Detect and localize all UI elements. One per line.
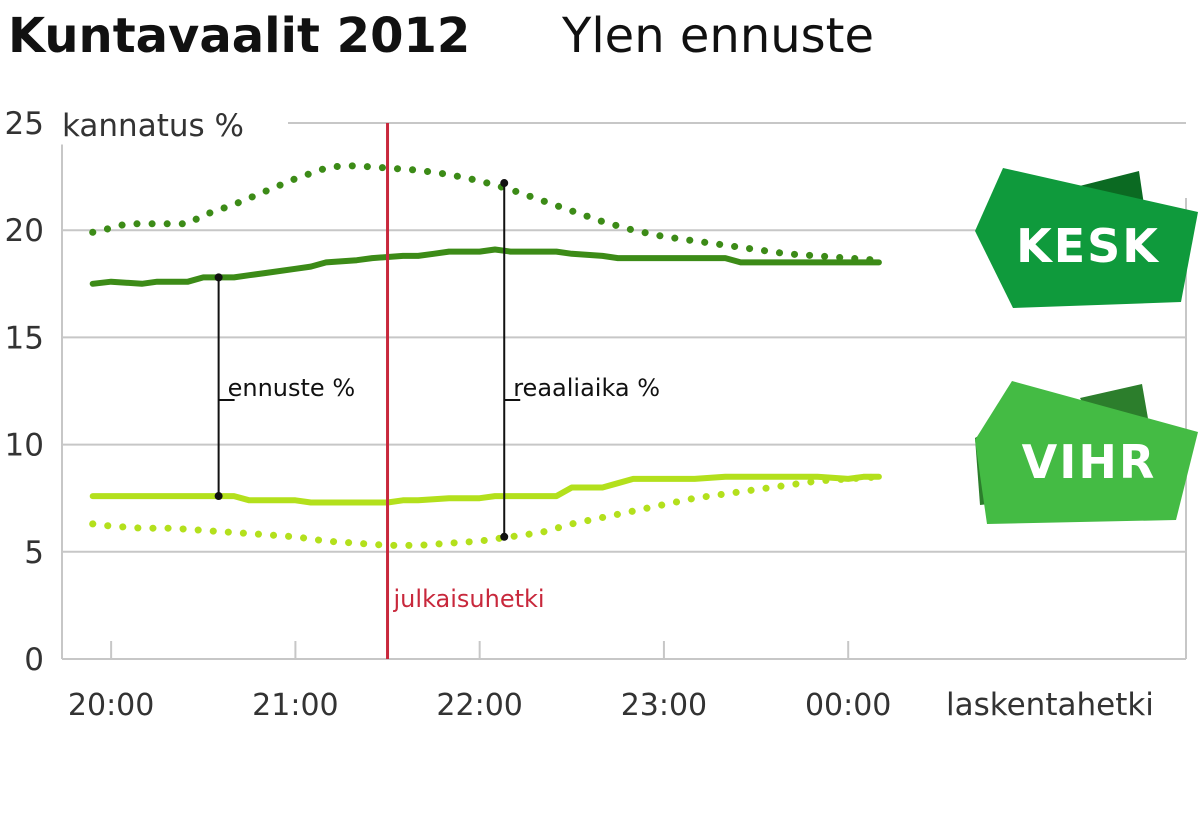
publication-time-label: julkaisuhetki: [393, 585, 545, 613]
annotation-label: reaaliaika %: [513, 374, 660, 402]
kesk-badge-label: KESK: [1016, 219, 1160, 273]
chart-title-bold: Kuntavaalit 2012: [8, 8, 470, 64]
series-vihr-dotted: [89, 473, 883, 549]
series-vihr-solid: [89, 473, 882, 506]
y-tick-label: 25: [5, 106, 44, 142]
annotation-dot-top: [500, 179, 509, 188]
kesk-badge: KESK: [975, 168, 1198, 308]
x-tick-label: 23:00: [621, 688, 707, 723]
series-kesk-solid: [89, 246, 882, 287]
grid-lines: [61, 122, 1187, 660]
annotation-label: ennuste %: [228, 374, 356, 402]
annotation-dot-top: [214, 273, 223, 282]
series-group: [89, 162, 883, 549]
kesk-badge-shape: [975, 168, 1198, 308]
vihr-badge-shape: [975, 381, 1198, 524]
x-tick-label: 00:00: [805, 688, 891, 723]
y-tick-label: 5: [24, 535, 44, 571]
x-axis-ticks: 20:00 21:00 22:00 23:00 00:00: [68, 641, 891, 723]
chart-title-light: Ylen ennuste: [561, 8, 874, 64]
y-tick-label: 20: [5, 213, 44, 249]
x-tick-label: 20:00: [68, 688, 154, 723]
vihr-badge-label: VIHR: [1022, 435, 1157, 489]
y-tick-label: 10: [5, 428, 44, 464]
annotation-dot-bottom: [214, 492, 223, 501]
series-kesk-dotted: [89, 162, 883, 264]
vihr-badge: VIHR: [975, 381, 1198, 524]
annotations: ennuste % reaaliaika %: [214, 179, 660, 541]
y-tick-label: 0: [24, 642, 44, 678]
y-tick-label: 15: [5, 320, 44, 356]
annotation-dot-bottom: [500, 532, 509, 541]
x-tick-label: 21:00: [252, 688, 338, 723]
x-tick-label: 22:00: [436, 688, 522, 723]
x-axis-label: laskentahetki: [946, 687, 1154, 723]
y-axis-ticks: 0 5 10 15 20 25: [5, 106, 44, 678]
y-axis-label: kannatus %: [62, 108, 244, 144]
